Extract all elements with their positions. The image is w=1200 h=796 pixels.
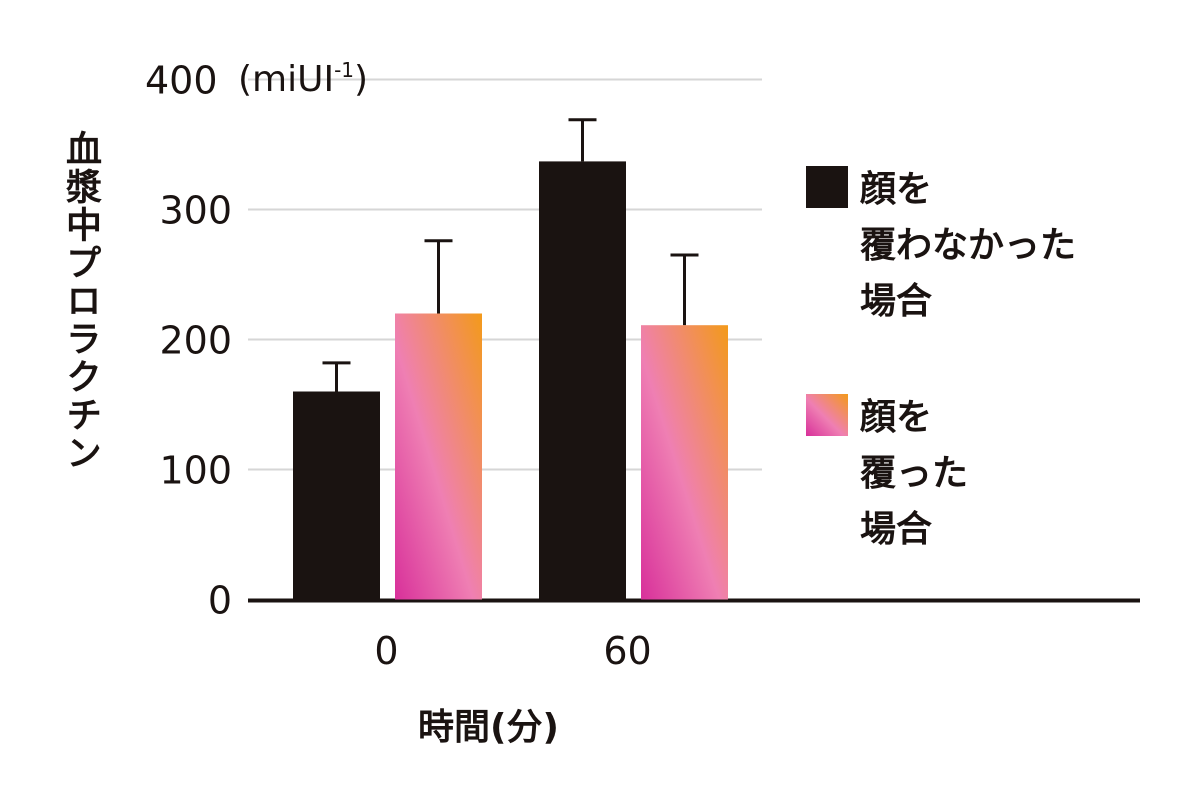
legend-item-covered: 顔を 覆った 場合 <box>806 390 968 558</box>
y-tick-label: 300 <box>159 189 232 233</box>
y-tick-label: 0 <box>208 579 232 623</box>
y-axis-label: 血漿中プロラクチン <box>60 130 101 472</box>
bar-covered-0 <box>395 313 482 600</box>
legend-label: 顔を 覆わなかった 場合 <box>860 169 1077 322</box>
x-tick-label: 0 <box>374 629 398 673</box>
y-axis-unit: (miUI-1) <box>238 58 369 100</box>
y-tick-label: 100 <box>159 449 232 493</box>
y-tick-label: 400 <box>145 59 218 103</box>
legend-swatch-gradient <box>806 394 848 436</box>
legend-label: 顔を 覆った 場合 <box>860 397 969 550</box>
x-axis-label: 時間(分) <box>418 707 559 748</box>
legend-item-uncovered: 顔を 覆わなかった 場合 <box>806 162 1076 330</box>
y-tick-label: 200 <box>159 319 232 363</box>
x-tick-label: 60 <box>603 629 651 673</box>
legend-swatch-black <box>806 166 848 208</box>
bar-uncovered-60 <box>539 161 626 600</box>
bar-uncovered-0 <box>293 391 380 600</box>
bar-covered-60 <box>641 325 728 600</box>
